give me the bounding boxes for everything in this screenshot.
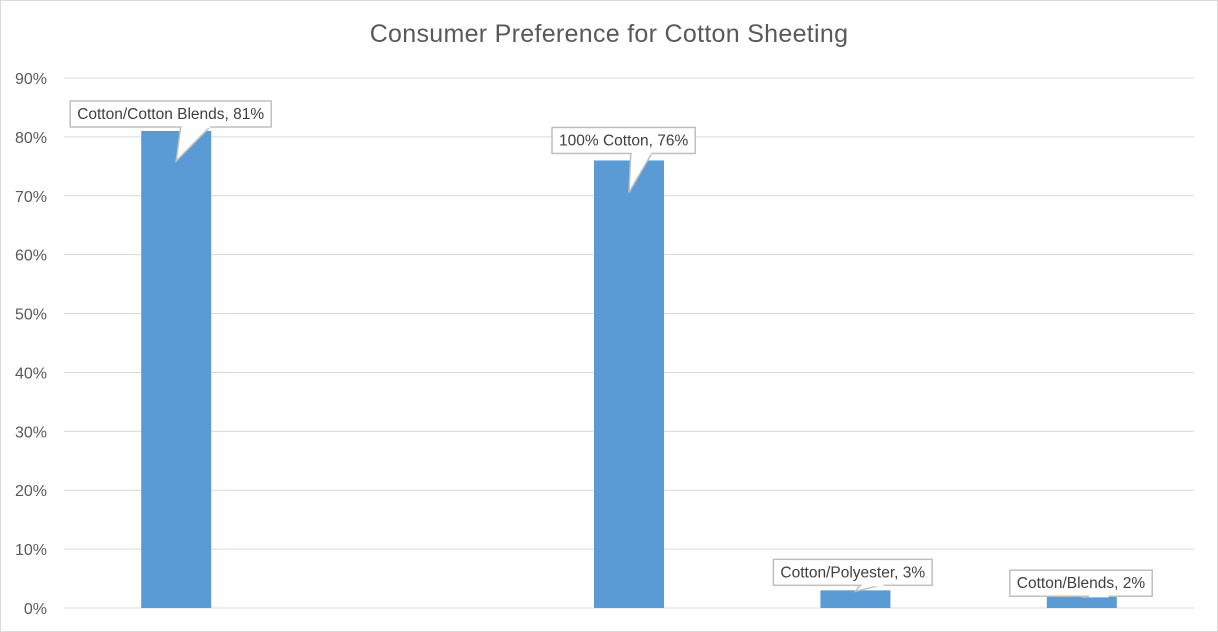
data-label: Cotton/Polyester, 3% xyxy=(780,564,925,581)
callout-box xyxy=(69,100,272,128)
y-tick-label: 30% xyxy=(15,424,47,441)
y-tick-label: 40% xyxy=(15,365,47,382)
data-label: 100% Cotton, 76% xyxy=(559,132,688,149)
data-label-callout: Cotton/Polyester, 3% xyxy=(772,558,933,593)
bar xyxy=(141,131,212,608)
bar xyxy=(594,160,664,608)
data-label: Cotton/Cotton Blends, 81% xyxy=(77,106,264,123)
y-tick-label: 60% xyxy=(15,248,47,265)
callout-box xyxy=(1009,569,1153,597)
data-label: Cotton/Blends, 2% xyxy=(1017,575,1146,592)
y-tick-label: 70% xyxy=(15,189,47,206)
bar xyxy=(1046,596,1117,608)
chart-title: Consumer Preference for Cotton Sheeting xyxy=(369,20,849,48)
data-label-callout: 100% Cotton, 76% xyxy=(551,126,697,193)
callout-box xyxy=(551,126,697,155)
y-tick-label: 80% xyxy=(15,130,47,147)
y-tick-label: 10% xyxy=(15,542,47,559)
y-tick-label: 50% xyxy=(15,307,47,324)
y-tick-label: 20% xyxy=(15,483,47,500)
callout-box xyxy=(772,558,933,587)
data-label-callout: Cotton/Cotton Blends, 81% xyxy=(69,100,272,164)
bar xyxy=(820,590,891,608)
y-tick-label: 90% xyxy=(15,71,47,88)
data-label-callout: Cotton/Blends, 2% xyxy=(1009,569,1153,598)
y-tick-label: 0% xyxy=(24,601,47,618)
